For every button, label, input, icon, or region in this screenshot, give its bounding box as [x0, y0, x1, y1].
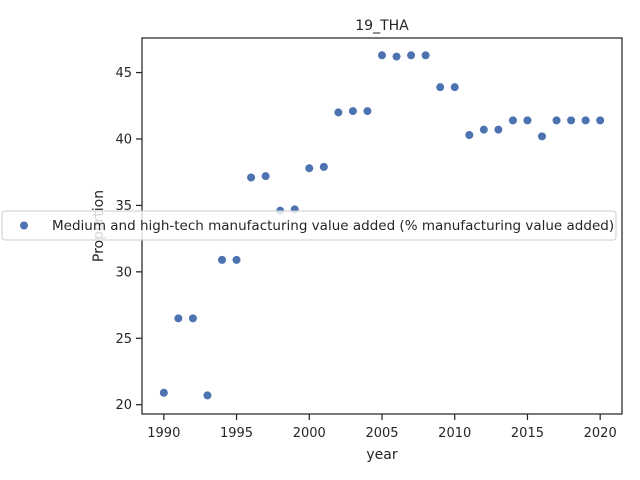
x-tick-label: 2020: [584, 426, 617, 441]
data-point: [174, 314, 183, 323]
data-point: [450, 83, 459, 92]
y-tick-label: 45: [115, 66, 132, 81]
data-point: [232, 255, 241, 264]
y-tick-label: 35: [115, 199, 132, 214]
data-point: [552, 116, 561, 125]
data-point: [407, 51, 416, 60]
data-point: [261, 172, 270, 181]
y-tick-label: 30: [115, 265, 132, 280]
data-point: [188, 314, 197, 323]
data-points: [159, 51, 605, 400]
data-point: [319, 162, 328, 171]
legend: Medium and high-tech manufacturing value…: [1, 210, 617, 241]
y-tick-label: 25: [115, 332, 132, 347]
data-point: [567, 116, 576, 125]
y-tick-label: 40: [115, 132, 132, 147]
legend-marker: [20, 221, 28, 230]
data-point: [494, 125, 503, 134]
x-tick-label: 2005: [365, 426, 398, 441]
data-point: [581, 116, 590, 125]
chart-title: 19_THA: [355, 18, 409, 34]
y-axis: 20 25 30 35 40 45: [115, 66, 142, 413]
data-point: [363, 107, 372, 116]
data-point: [348, 107, 357, 116]
data-point: [479, 125, 488, 134]
legend-box: [1, 210, 617, 241]
data-point: [538, 132, 546, 141]
x-axis-title: year: [366, 447, 397, 463]
data-point: [465, 130, 474, 139]
data-point: [203, 391, 212, 400]
data-point: [378, 51, 386, 60]
data-point: [392, 52, 401, 61]
data-point: [247, 173, 256, 182]
x-tick-label: 1990: [147, 426, 180, 441]
data-point: [218, 255, 226, 264]
data-point: [421, 51, 430, 60]
data-point: [523, 116, 532, 125]
data-point: [305, 164, 314, 173]
data-point: [334, 108, 343, 117]
x-tick-label: 2015: [511, 426, 544, 441]
x-tick-label: 2000: [293, 426, 326, 441]
legend-label: Medium and high-tech manufacturing value…: [52, 218, 614, 234]
x-axis: 1990 1995 2000 2005 2010 2015 2020: [147, 414, 617, 441]
data-point: [436, 83, 445, 92]
data-point: [159, 388, 168, 397]
y-tick-label: 20: [115, 398, 132, 413]
data-point: [508, 116, 517, 125]
x-tick-label: 1995: [220, 426, 253, 441]
x-tick-label: 2010: [438, 426, 471, 441]
data-point: [596, 116, 605, 125]
